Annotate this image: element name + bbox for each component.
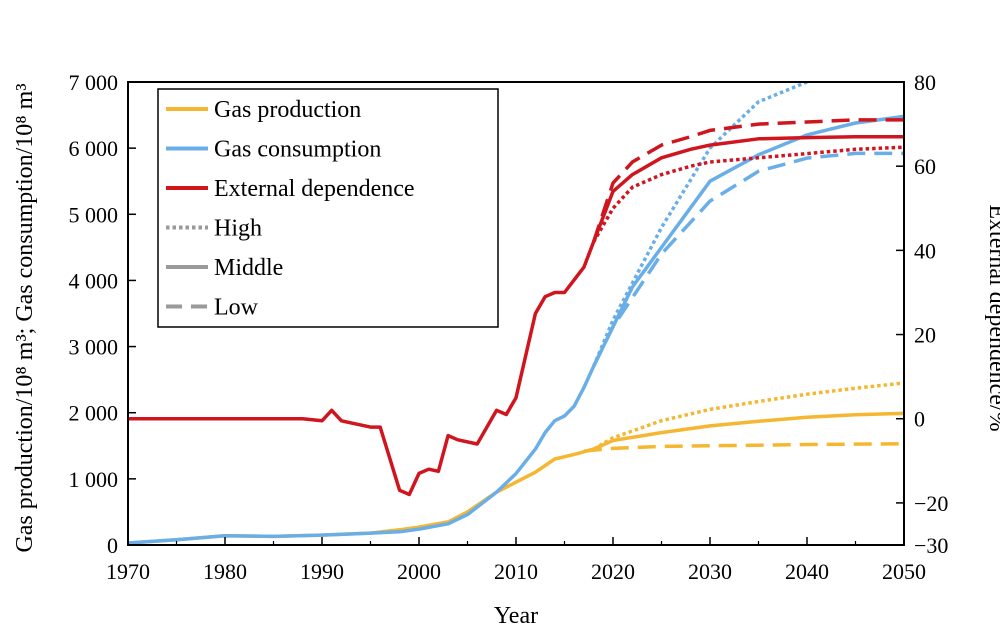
x-tick-label: 1990: [300, 559, 344, 584]
series-line-gas-production-high: [592, 381, 904, 451]
series-line-gas-consumption-high: [591, 82, 816, 368]
x-tick-label: 1980: [203, 559, 247, 584]
y-right-tick-label: −20: [914, 491, 948, 516]
y-left-tick-label: 6 000: [69, 136, 119, 161]
x-tick-label: 1970: [106, 559, 150, 584]
series-line-external-dependence-high: [592, 145, 904, 243]
series-line-gas-production-middle: [592, 411, 904, 451]
y-right-tick-label: 60: [914, 154, 936, 179]
legend-box: [157, 88, 499, 328]
series-line-external-dependence-low: [591, 118, 904, 243]
y-left-tick-label: 2 000: [69, 401, 119, 426]
y-left-tick-label: 4 000: [69, 268, 119, 293]
x-tick-label: 2020: [591, 559, 635, 584]
y-axis-right-title: External dependence/%: [984, 204, 1000, 431]
y-axis-left: 0 1 000 2 000 3 000 4 000 5 000 6 000 7 000: [69, 70, 136, 558]
series-line-external-dependence-middle: [591, 134, 904, 243]
y-left-tick-label: 0: [107, 533, 118, 558]
y-left-tick-label: 1 000: [69, 467, 119, 492]
legend: Gas production Gas consumption External de…: [157, 88, 499, 328]
y-axis-left-title: Gas production/10⁸ m³; Gas consumption/1…: [12, 83, 38, 552]
series-line-gas-consumption-historical: [128, 365, 596, 545]
x-tick-label: 2050: [882, 559, 926, 584]
legend-label: Gas production: [214, 97, 361, 123]
legend-label: External dependence: [214, 176, 415, 202]
y-right-tick-label: 20: [914, 323, 936, 348]
x-tick-label: 2030: [688, 559, 732, 584]
x-axis: 1970 1980 1990 2000 2010 2020 2030 2040 2050: [106, 537, 926, 584]
series-line-gas-consumption-low: [592, 151, 904, 368]
legend-label: High: [214, 216, 262, 242]
series-line-external-dependence-historical: [128, 241, 596, 497]
y-right-tick-label: 80: [914, 70, 936, 95]
legend-label: Low: [214, 295, 259, 321]
series-line-gas-consumption-middle: [592, 114, 904, 368]
legend-label: Middle: [214, 255, 283, 281]
x-tick-label: 2040: [785, 559, 829, 584]
series-line-gas-production-low: [583, 442, 904, 453]
legend-label: Gas consumption: [214, 137, 381, 163]
x-axis-title: Year: [494, 603, 538, 629]
y-right-tick-label: 0: [914, 407, 925, 432]
y-axis-right: −30 −20 0 20 40 60 80: [896, 70, 948, 558]
y-right-tick-label: 40: [914, 238, 936, 263]
y-left-tick-label: 5 000: [69, 202, 119, 227]
x-tick-label: 2000: [397, 559, 441, 584]
series-layer: [128, 82, 904, 545]
x-tick-label: 2010: [494, 559, 538, 584]
y-right-tick-label: −30: [914, 533, 948, 558]
y-left-tick-label: 3 000: [69, 335, 119, 360]
y-left-tick-label: 7 000: [69, 70, 119, 95]
